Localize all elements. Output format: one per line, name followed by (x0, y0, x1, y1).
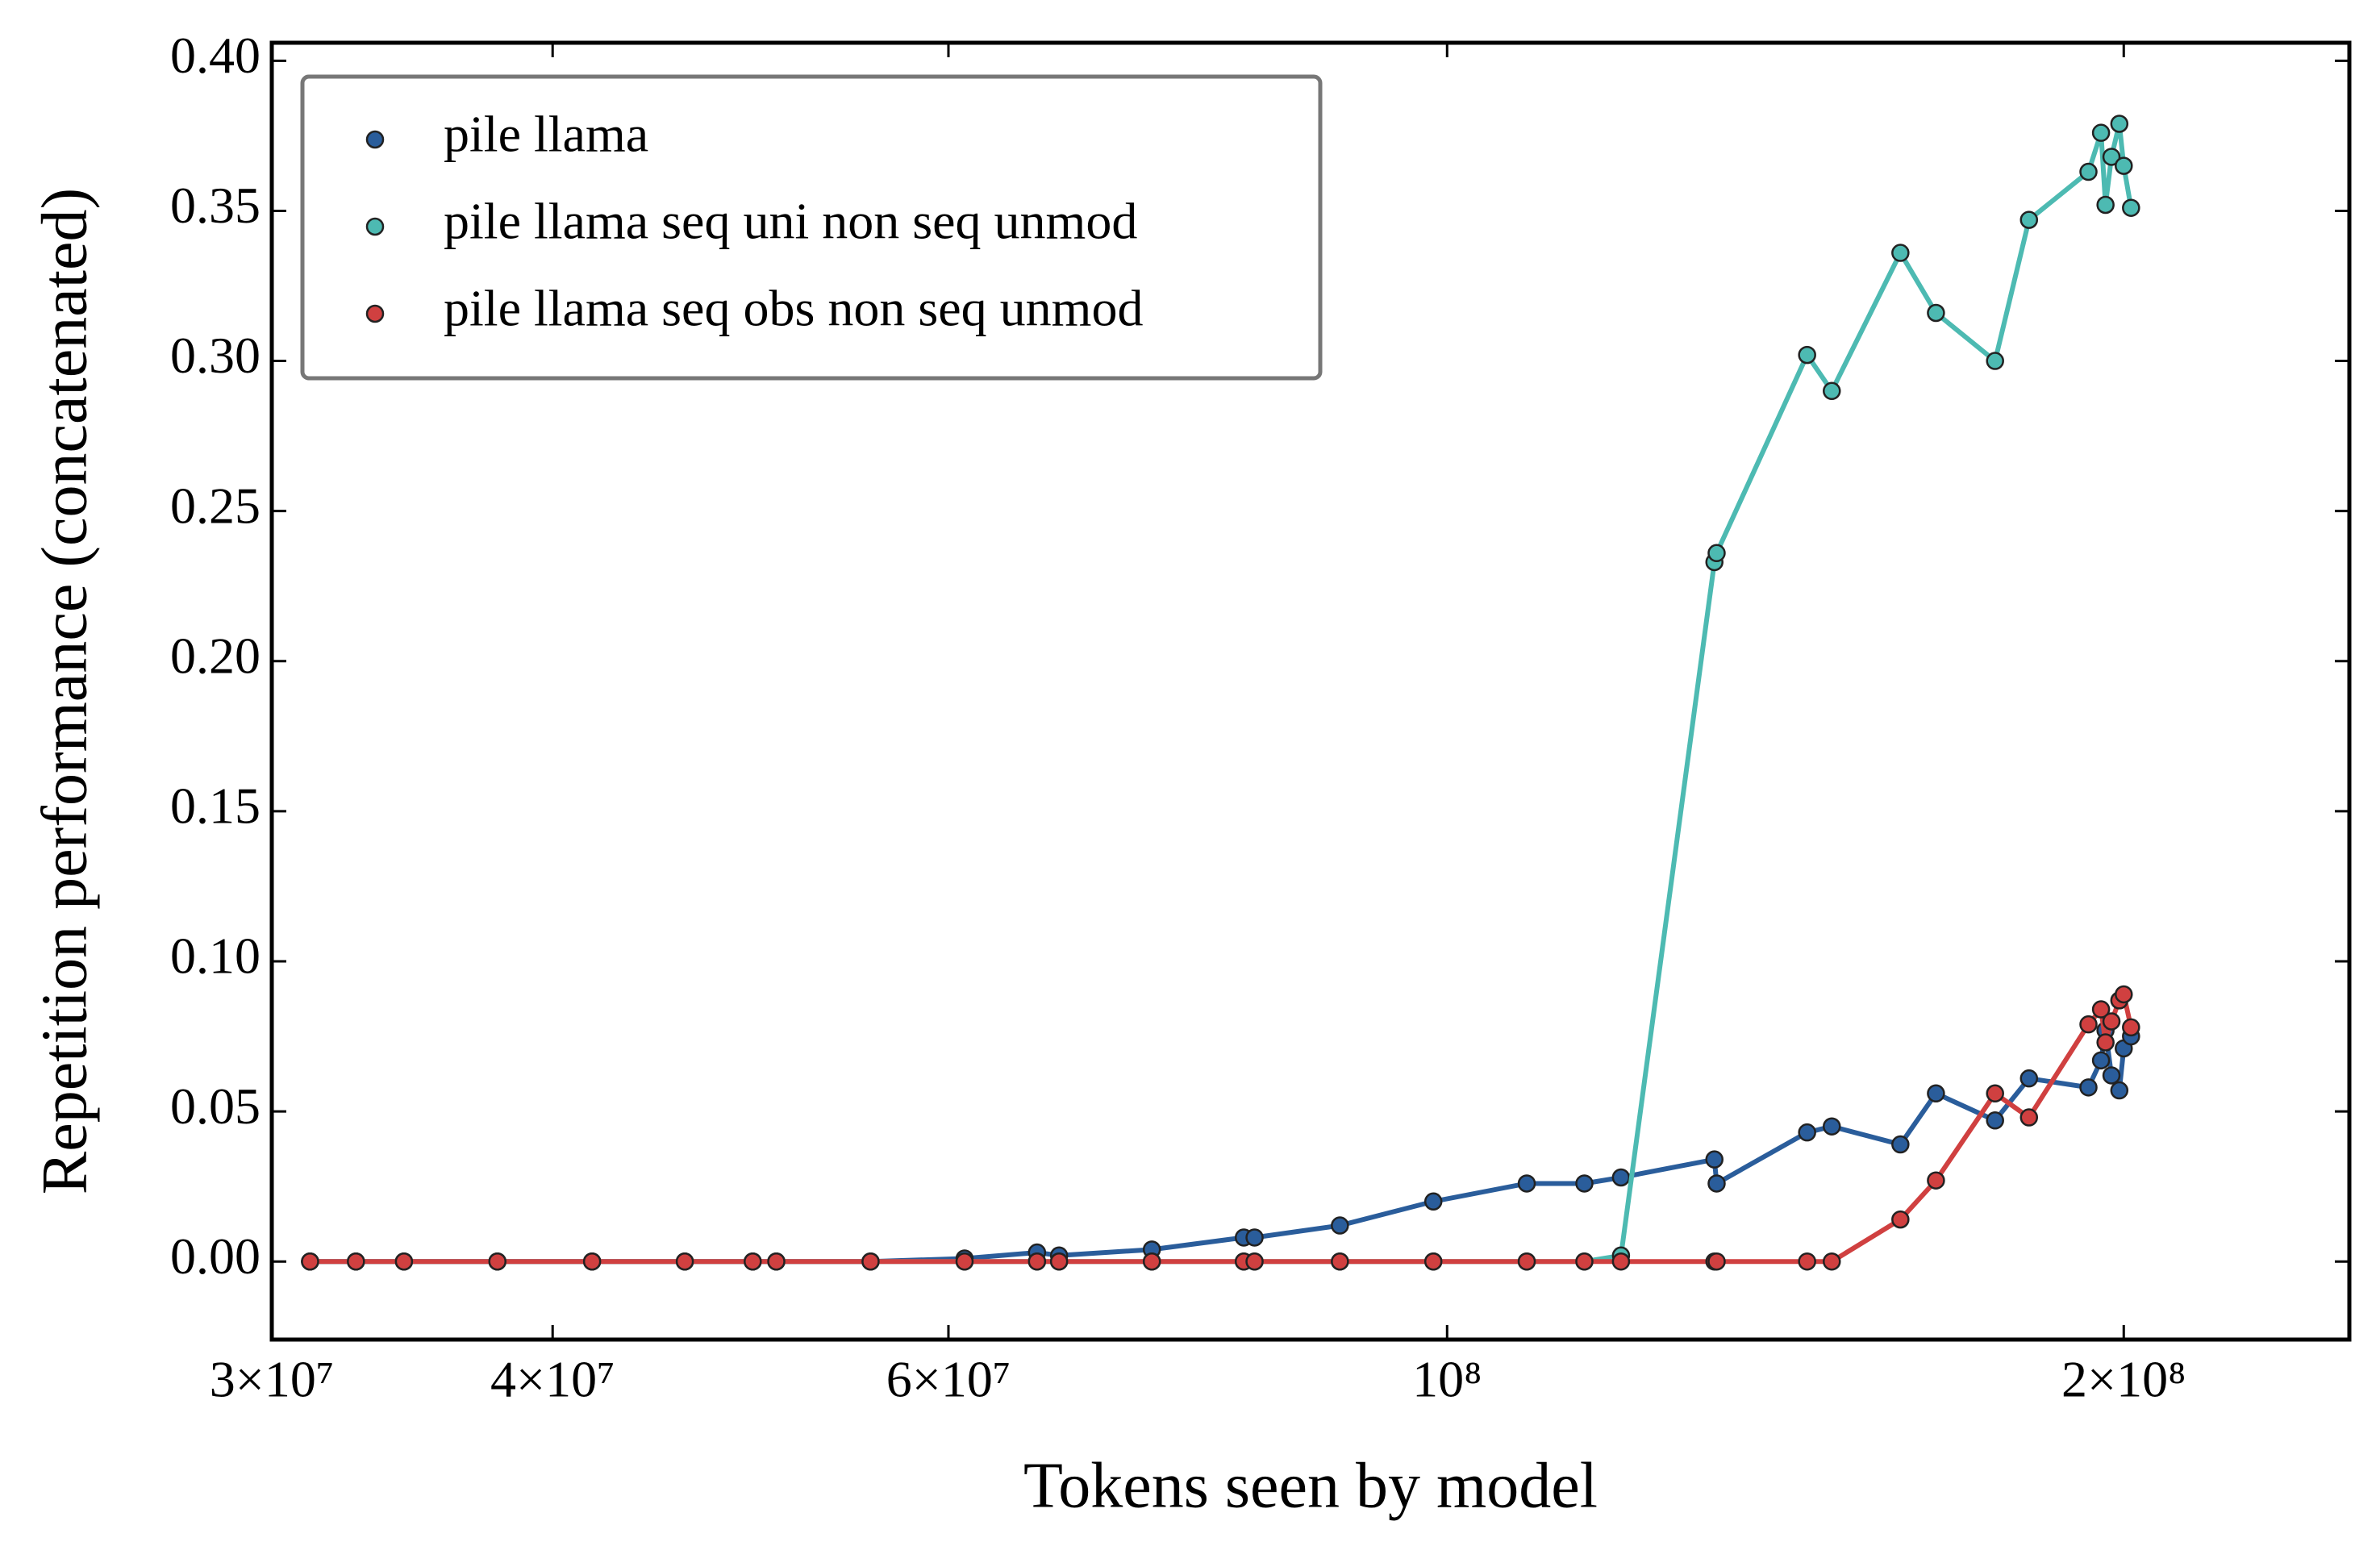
data-point (1027, 1252, 1047, 1271)
data-point (1986, 1084, 2004, 1103)
data-point (2019, 210, 2039, 229)
data-point (2122, 1018, 2140, 1037)
data-point (1517, 1252, 1536, 1271)
data-point (955, 1252, 974, 1271)
data-point (582, 1252, 602, 1271)
series-line (310, 988, 2134, 1265)
data-point (1891, 1210, 1910, 1229)
data-point (2091, 1000, 2111, 1019)
data-point (1575, 1252, 1594, 1271)
data-point (861, 1252, 880, 1271)
data-point (1142, 1252, 1161, 1271)
data-point (1798, 1252, 1816, 1271)
x-tick-label: 10⁸ (1412, 1351, 1482, 1408)
data-point (394, 1252, 414, 1271)
y-tick-label: 0.35 (170, 177, 261, 234)
data-point (1331, 1216, 1349, 1235)
y-tick-label: 0.20 (170, 627, 261, 684)
data-point (1823, 1117, 1841, 1136)
data-point (347, 1252, 365, 1271)
data-point (1611, 1252, 1631, 1271)
data-point (1245, 1228, 1264, 1247)
series (301, 1021, 2140, 1271)
data-point (2096, 195, 2115, 215)
data-point (2110, 1081, 2129, 1100)
x-axis-label: Tokens seen by model (1023, 1450, 1598, 1521)
x-tick-label: 4×10⁷ (490, 1351, 615, 1408)
data-point (1707, 544, 1726, 563)
y-tick-label: 0.30 (170, 327, 261, 384)
data-point (1245, 1252, 1264, 1271)
data-point (2019, 1108, 2039, 1127)
data-point (1798, 345, 1816, 365)
data-point (2096, 1033, 2115, 1052)
data-point (1049, 1252, 1069, 1271)
data-point (1575, 1174, 1594, 1193)
data-point (675, 1252, 694, 1271)
data-point (1517, 1174, 1536, 1193)
data-point (1423, 1252, 1443, 1271)
data-point (2115, 985, 2133, 1004)
y-axis-label: Repetition performance (concatenated) (29, 188, 100, 1194)
data-point (2102, 148, 2121, 166)
legend-label: pile llama (444, 106, 648, 163)
y-tick-label: 0.25 (170, 477, 261, 534)
data-point (1986, 1111, 2004, 1130)
legend-label: pile llama seq uni non seq unmod (444, 193, 1137, 250)
data-point (1707, 1174, 1726, 1193)
legend: pile llama pile llama seq uni non seq unm… (300, 74, 1323, 381)
series (301, 985, 2140, 1271)
data-point (2102, 1012, 2121, 1031)
data-point (2079, 162, 2098, 181)
data-point (1927, 303, 1945, 323)
data-point (1423, 1192, 1443, 1211)
y-tick-label: 0.10 (170, 927, 261, 985)
data-point (2019, 1069, 2039, 1088)
plot-frame (269, 40, 2352, 1342)
data-point (1927, 1084, 1945, 1103)
data-point (1798, 1123, 1816, 1142)
data-point (1891, 1135, 1910, 1154)
series-line (310, 1030, 2133, 1265)
data-point (1927, 1171, 1945, 1190)
data-point (1823, 381, 1841, 401)
legend-marker (365, 217, 385, 236)
data-point (2115, 156, 2133, 175)
data-point (2091, 1051, 2111, 1070)
data-point (2102, 1066, 2121, 1085)
data-point (1707, 1252, 1726, 1271)
data-point (1331, 1252, 1349, 1271)
data-point (1986, 352, 2004, 370)
data-point (488, 1252, 506, 1271)
legend-label: pile llama seq obs non seq unmod (444, 280, 1143, 337)
data-point (2122, 198, 2140, 217)
data-point (744, 1252, 762, 1271)
y-tick-label: 0.15 (170, 777, 261, 835)
y-tick-label: 0.00 (170, 1227, 261, 1285)
data-point (301, 1252, 319, 1271)
x-tick-label: 2×10⁸ (2061, 1351, 2186, 1408)
legend-box (300, 74, 1323, 381)
legend-marker (365, 304, 385, 323)
legend-marker (365, 130, 385, 149)
data-point (1823, 1252, 1841, 1271)
y-tick-label: 0.05 (170, 1077, 261, 1135)
data-point (1611, 1168, 1631, 1187)
x-tick-label: 3×10⁷ (210, 1351, 334, 1408)
data-point (767, 1252, 786, 1271)
y-tick-label: 0.40 (170, 27, 261, 84)
data-point (1705, 1150, 1724, 1169)
data-point (1891, 244, 1910, 262)
data-point (2091, 123, 2111, 142)
data-point (2079, 1078, 2098, 1097)
data-point (2079, 1015, 2098, 1034)
x-tick-label: 6×10⁷ (886, 1351, 1011, 1408)
data-point (2110, 115, 2129, 133)
